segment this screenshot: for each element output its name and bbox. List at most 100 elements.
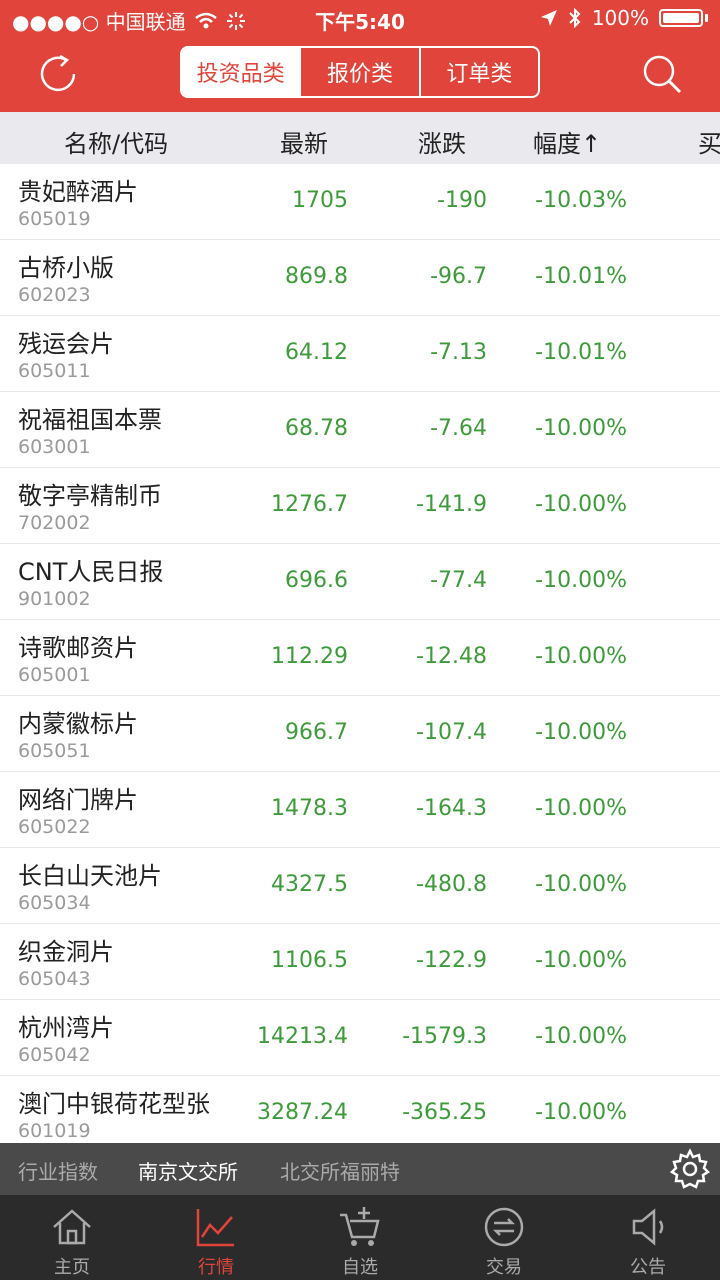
- item-code: 605042: [18, 1044, 91, 1066]
- tab-market[interactable]: 行情: [144, 1195, 288, 1280]
- tab-trade-label: 交易: [486, 1257, 522, 1278]
- item-percent: -10.00%: [535, 644, 627, 669]
- item-latest: 696.6: [285, 568, 348, 593]
- table-row[interactable]: 古桥小版 602023 869.8 -96.7 -10.01%: [0, 240, 720, 316]
- category-segmented-control: 投资品类 报价类 订单类: [180, 46, 540, 98]
- item-latest: 4327.5: [271, 872, 348, 897]
- column-change[interactable]: 涨跌: [418, 130, 466, 158]
- battery-icon: [659, 9, 703, 27]
- item-change: -141.9: [416, 492, 487, 517]
- item-change: -190: [437, 188, 487, 213]
- table-row[interactable]: 贵妃醉酒片 605019 1705 -190 -10.03%: [0, 164, 720, 240]
- item-latest: 966.7: [285, 720, 348, 745]
- item-name: 祝福祖国本票: [18, 406, 162, 434]
- table-row[interactable]: 残运会片 605011 64.12 -7.13 -10.01%: [0, 316, 720, 392]
- column-latest[interactable]: 最新: [280, 130, 328, 158]
- item-name: 网络门牌片: [18, 786, 138, 814]
- column-name-code[interactable]: 名称/代码: [64, 130, 169, 158]
- tab-order-category[interactable]: 订单类: [446, 62, 513, 87]
- item-latest: 1478.3: [271, 796, 348, 821]
- item-latest: 869.8: [285, 264, 348, 289]
- item-name: CNT人民日报: [18, 558, 164, 586]
- item-latest: 14213.4: [257, 1024, 348, 1049]
- quote-list: 贵妃醉酒片 605019 1705 -190 -10.03% 古桥小版 6020…: [0, 164, 720, 1144]
- item-percent: -10.00%: [535, 1024, 627, 1049]
- table-row[interactable]: 敬字亭精制币 702002 1276.7 -141.9 -10.00%: [0, 468, 720, 544]
- item-latest: 1276.7: [271, 492, 348, 517]
- item-code: 601019: [18, 1120, 91, 1142]
- location-arrow-icon: [540, 10, 557, 26]
- exchange-icon: [484, 1207, 524, 1247]
- refresh-icon[interactable]: [36, 52, 80, 96]
- exchange-tab-beijing-fulite[interactable]: 北交所福丽特: [280, 1160, 400, 1184]
- table-row[interactable]: 网络门牌片 605022 1478.3 -164.3 -10.00%: [0, 772, 720, 848]
- item-percent: -10.00%: [535, 948, 627, 973]
- exchange-tab-nanjing[interactable]: 南京文交所: [138, 1160, 238, 1184]
- bluetooth-icon: [569, 8, 581, 28]
- item-code: 605034: [18, 892, 91, 914]
- item-latest: 112.29: [271, 644, 348, 669]
- exchange-selector-bar: 行业指数 南京文交所 北交所福丽特: [0, 1143, 720, 1195]
- item-percent: -10.00%: [535, 568, 627, 593]
- item-latest: 64.12: [285, 340, 348, 365]
- item-change: -107.4: [416, 720, 487, 745]
- item-code: 602023: [18, 284, 91, 306]
- item-change: -96.7: [430, 264, 487, 289]
- gear-icon[interactable]: [668, 1147, 712, 1191]
- column-percent-sorted[interactable]: 幅度↑: [533, 130, 602, 158]
- table-row[interactable]: CNT人民日报 901002 696.6 -77.4 -10.00%: [0, 544, 720, 620]
- item-percent: -10.00%: [535, 416, 627, 441]
- column-buy[interactable]: 买: [698, 130, 720, 158]
- item-code: 605022: [18, 816, 91, 838]
- cart-plus-icon: [340, 1207, 380, 1246]
- item-code: 605043: [18, 968, 91, 990]
- table-row[interactable]: 诗歌邮资片 605001 112.29 -12.48 -10.00%: [0, 620, 720, 696]
- speaker-icon: [632, 1208, 664, 1246]
- item-latest: 1106.5: [271, 948, 348, 973]
- table-row[interactable]: 织金洞片 605043 1106.5 -122.9 -10.00%: [0, 924, 720, 1000]
- item-latest: 1705: [292, 188, 348, 213]
- item-name: 贵妃醉酒片: [18, 178, 138, 206]
- tab-market-label: 行情: [198, 1257, 234, 1278]
- item-change: -1579.3: [402, 1024, 487, 1049]
- status-time: 下午5:40: [315, 10, 405, 34]
- item-name: 长白山天池片: [18, 862, 162, 890]
- table-row[interactable]: 长白山天池片 605034 4327.5 -480.8 -10.00%: [0, 848, 720, 924]
- tab-home-label: 主页: [54, 1257, 90, 1278]
- bottom-tab-bar: 主页 行情 自选 交易 公告: [0, 1195, 720, 1280]
- item-name: 残运会片: [18, 330, 114, 358]
- item-percent: -10.03%: [535, 188, 627, 213]
- tab-trade[interactable]: 交易: [432, 1195, 576, 1280]
- carrier-label: ●●●●○ 中国联通: [12, 10, 186, 34]
- status-bar: ●●●●○ 中国联通 下午5:40: [0, 0, 720, 36]
- item-latest: 68.78: [285, 416, 348, 441]
- item-percent: -10.00%: [535, 872, 627, 897]
- battery-cap: [705, 14, 708, 22]
- item-code: 702002: [18, 512, 91, 534]
- exchange-tab-industry-index[interactable]: 行业指数: [18, 1160, 98, 1184]
- item-latest: 3287.24: [257, 1100, 348, 1125]
- column-header: 名称/代码 最新 涨跌 幅度↑ 买: [0, 112, 720, 164]
- table-row[interactable]: 澳门中银荷花型张 601019 3287.24 -365.25 -10.00%: [0, 1076, 720, 1144]
- wifi-icon: [194, 12, 217, 28]
- tab-quote-category[interactable]: 报价类: [301, 48, 421, 96]
- item-percent: -10.00%: [535, 720, 627, 745]
- item-percent: -10.01%: [535, 264, 627, 289]
- tab-announcement[interactable]: 公告: [576, 1195, 720, 1280]
- search-icon[interactable]: [640, 52, 684, 96]
- item-change: -122.9: [416, 948, 487, 973]
- table-row[interactable]: 杭州湾片 605042 14213.4 -1579.3 -10.00%: [0, 1000, 720, 1076]
- tab-watchlist[interactable]: 自选: [288, 1195, 432, 1280]
- activity-spinner-icon: [226, 11, 245, 30]
- item-code: 901002: [18, 588, 91, 610]
- item-change: -77.4: [430, 568, 487, 593]
- item-code: 605011: [18, 360, 91, 382]
- item-percent: -10.00%: [535, 1100, 627, 1125]
- item-name: 敬字亭精制币: [18, 482, 162, 510]
- tab-investment-category[interactable]: 投资品类: [182, 48, 302, 96]
- tab-home[interactable]: 主页: [0, 1195, 144, 1280]
- table-row[interactable]: 祝福祖国本票 603001 68.78 -7.64 -10.00%: [0, 392, 720, 468]
- table-row[interactable]: 内蒙徽标片 605051 966.7 -107.4 -10.00%: [0, 696, 720, 772]
- item-name: 澳门中银荷花型张: [18, 1090, 210, 1118]
- battery-percent: 100%: [591, 6, 649, 30]
